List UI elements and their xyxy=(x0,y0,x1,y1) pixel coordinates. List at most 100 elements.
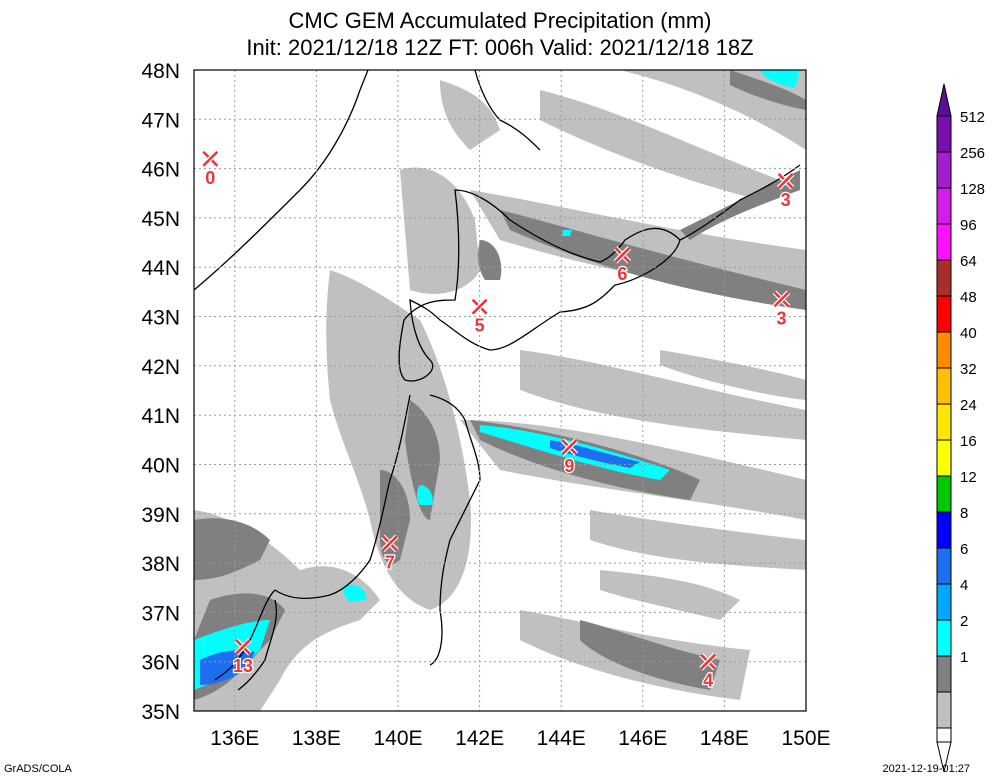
station-marker: 0 xyxy=(201,149,220,189)
cross-icon xyxy=(773,291,790,308)
precip-layer-light xyxy=(194,70,806,711)
station-marker: 6 xyxy=(613,246,632,285)
map-content xyxy=(194,70,806,711)
coastlines xyxy=(194,70,801,691)
cross-icon xyxy=(381,535,398,552)
colorbar-label: 24 xyxy=(960,397,977,414)
lat-label: 42N xyxy=(141,356,180,379)
colorbar-label: 2 xyxy=(960,613,968,630)
colorbar-label: 256 xyxy=(960,145,985,162)
colorbar-label: 6 xyxy=(960,541,968,558)
footer-timestamp: 2021-12-19-01:27 xyxy=(882,763,970,775)
colorbar-swatch xyxy=(936,619,952,657)
lat-label: 43N xyxy=(141,307,180,330)
colorbar-swatch xyxy=(936,511,952,549)
lat-label: 48N xyxy=(141,60,180,83)
colorbar-label: 16 xyxy=(960,433,977,450)
colorbar-swatch xyxy=(936,223,952,261)
lon-label: 138E xyxy=(292,727,341,750)
colorbar xyxy=(936,83,952,773)
cross-icon xyxy=(561,439,578,456)
colorbar-label: 512 xyxy=(960,109,985,126)
colorbar-swatch xyxy=(936,259,952,297)
lon-label: 140E xyxy=(373,727,422,750)
lat-label: 37N xyxy=(141,602,180,625)
station-marker: 9 xyxy=(560,438,579,477)
lon-label: 136E xyxy=(210,727,259,750)
lon-label: 144E xyxy=(537,727,586,750)
lon-label: 150E xyxy=(781,727,830,750)
colorbar-label: 1 xyxy=(960,649,968,666)
cross-icon xyxy=(700,653,716,670)
cross-icon xyxy=(471,298,488,315)
colorbar-label: 64 xyxy=(960,253,977,270)
grid xyxy=(194,70,806,711)
lat-label: 47N xyxy=(141,109,180,132)
colorbar-arrow-top xyxy=(936,83,952,117)
station-marker: 13 xyxy=(232,638,254,677)
lat-label: 46N xyxy=(141,159,180,182)
colorbar-swatch xyxy=(936,475,952,513)
colorbar-label: 40 xyxy=(960,325,977,342)
colorbar-swatch xyxy=(936,115,952,153)
colorbar-label: 4 xyxy=(960,577,968,594)
colorbar-swatch xyxy=(936,439,952,477)
colorbar-swatch xyxy=(936,547,952,585)
colorbar-swatch xyxy=(936,727,952,743)
lon-label: 142E xyxy=(455,727,504,750)
station-value: 3 xyxy=(777,308,787,328)
station-value: 5 xyxy=(475,316,485,336)
lon-label: 146E xyxy=(618,727,667,750)
colorbar-swatch xyxy=(936,403,952,441)
station-value: 13 xyxy=(233,656,253,676)
colorbar-swatch xyxy=(936,691,952,729)
map-frame xyxy=(193,69,807,712)
colorbar-label: 96 xyxy=(960,217,977,234)
lat-label: 35N xyxy=(141,701,180,724)
lon-label: 148E xyxy=(700,727,749,750)
station-marker: 3 xyxy=(776,172,795,211)
cross-icon xyxy=(235,638,251,655)
lat-label: 39N xyxy=(141,504,180,527)
colorbar-swatch xyxy=(936,187,952,225)
colorbar-label: 12 xyxy=(960,469,977,486)
station-marker: 7 xyxy=(381,534,399,574)
station-marker: 3 xyxy=(772,290,791,330)
colorbar-swatch xyxy=(936,151,952,189)
station-value: 9 xyxy=(564,456,574,476)
station-value: 4 xyxy=(703,671,713,691)
colorbar-label: 48 xyxy=(960,289,977,306)
lat-label: 41N xyxy=(141,405,180,428)
lat-label: 45N xyxy=(141,208,180,231)
colorbar-swatch xyxy=(936,367,952,405)
colorbar-swatch xyxy=(936,655,952,693)
colorbar-swatch xyxy=(936,583,952,621)
station-value: 7 xyxy=(385,552,395,572)
cross-icon xyxy=(614,246,631,263)
station-value: 3 xyxy=(781,190,791,210)
lon-axis: 136E 138E 140E 142E 144E 146E 148E 150E xyxy=(210,727,830,750)
colorbar-label: 32 xyxy=(960,361,977,378)
colorbar-swatch xyxy=(936,331,952,369)
station-value: 6 xyxy=(617,264,627,284)
station-value: 0 xyxy=(205,168,215,188)
colorbar-arrow-bottom xyxy=(936,741,952,773)
colorbar-label: 8 xyxy=(960,505,968,522)
station-marker: 4 xyxy=(699,652,717,692)
colorbar-swatch xyxy=(936,295,952,333)
colorbar-labels: 512 256 128 96 64 48 40 32 24 16 12 8 6 … xyxy=(960,109,985,666)
cross-icon xyxy=(202,150,219,167)
colorbar-label: 128 xyxy=(960,181,985,198)
lat-label: 44N xyxy=(141,257,180,280)
station-marker: 5 xyxy=(470,297,489,337)
lat-label: 38N xyxy=(141,553,180,576)
chart-title: CMC GEM Accumulated Precipitation (mm) xyxy=(288,8,712,33)
lat-axis: 48N 47N 46N 45N 44N 43N 42N 41N 40N 39N … xyxy=(141,60,180,724)
chart-subtitle: Init: 2021/12/18 12Z FT: 006h Valid: 202… xyxy=(246,35,754,60)
cross-icon xyxy=(777,173,794,189)
footer-credit: GrADS/COLA xyxy=(4,763,72,775)
lat-label: 36N xyxy=(141,652,180,675)
lat-label: 40N xyxy=(141,455,180,478)
station-markers: 0 3 6 3 5 9 7 13 4 xyxy=(201,149,795,692)
